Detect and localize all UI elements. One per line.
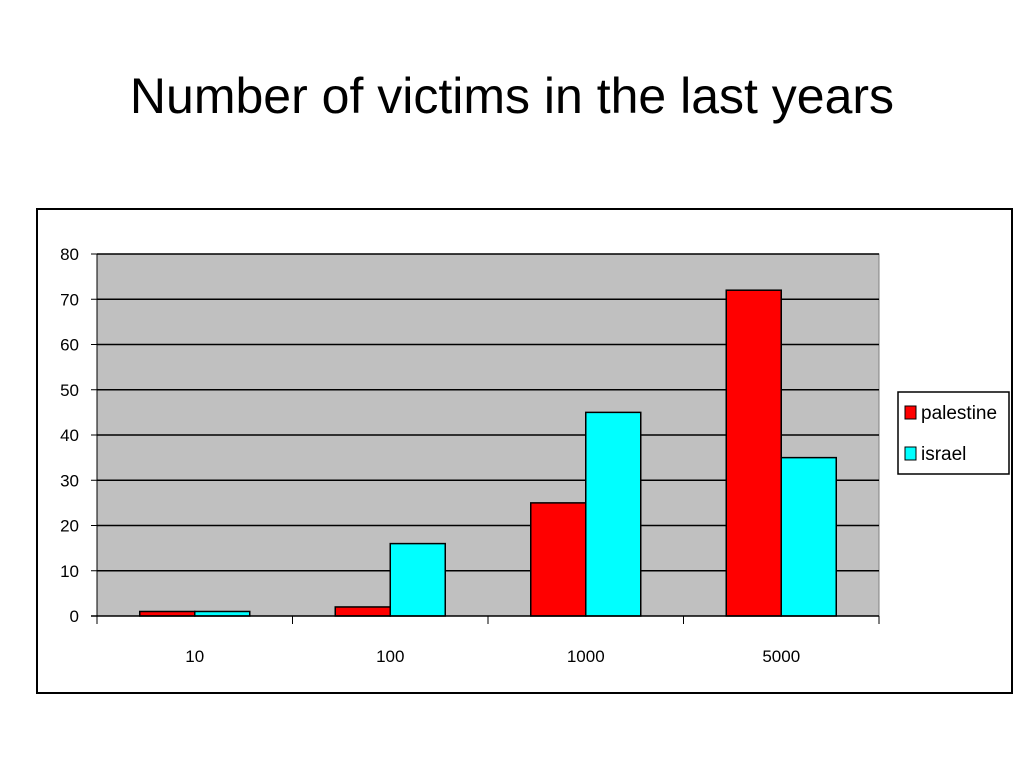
y-tick-label: 80: [60, 245, 79, 264]
legend: palestine israel: [897, 391, 1010, 475]
bar-israel-100: [389, 542, 446, 617]
slide-title: Number of victims in the last years: [129, 68, 895, 124]
x-tick-label: 5000: [762, 647, 800, 666]
y-tick-label: 50: [60, 381, 79, 400]
bar-israel-1000: [585, 411, 642, 617]
x-tick-label: 1000: [567, 647, 605, 666]
bar-chart: 0 10 20 30 40 50 60 70 80 10 100 1000 5000 palestin…: [60, 245, 1010, 666]
y-tick-label: 60: [60, 336, 79, 355]
x-tick-labels: 10 100 1000 5000: [185, 647, 800, 666]
bar-israel-5000: [780, 456, 837, 617]
legend-swatch-israel: [904, 446, 917, 461]
y-tick-label: 40: [60, 426, 79, 445]
y-tick-label: 30: [60, 471, 79, 490]
bar-palestine-100: [334, 606, 391, 617]
x-tick-label: 100: [376, 647, 404, 666]
y-tick-label: 20: [60, 517, 79, 536]
legend-label-palestine: palestine: [921, 403, 997, 424]
axes: [91, 253, 880, 624]
y-tick-label: 10: [60, 562, 79, 581]
y-tick-label: 0: [70, 607, 79, 626]
legend-swatch-palestine: [904, 405, 917, 420]
bar-palestine-1000: [530, 502, 587, 617]
x-tick-label: 10: [185, 647, 204, 666]
legend-label-israel: israel: [921, 444, 966, 465]
chart-frame: 0 10 20 30 40 50 60 70 80 10 100 1000 5000 palestin…: [36, 208, 1013, 694]
y-tick-labels: 0 10 20 30 40 50 60 70 80: [60, 245, 79, 626]
bars: [139, 289, 837, 617]
y-tick-label: 70: [60, 290, 79, 309]
bar-palestine-5000: [725, 289, 782, 617]
